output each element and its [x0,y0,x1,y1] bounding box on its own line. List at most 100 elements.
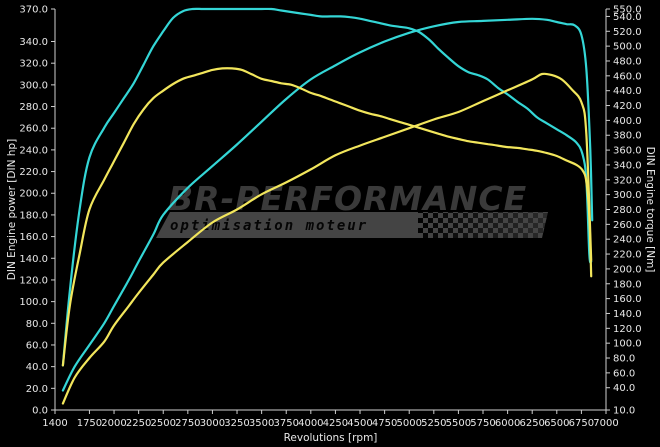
series-line-1 [61,7,593,367]
y-right-tick-label: 260.0 [613,220,642,231]
y-left-tick-label: 220.0 [19,167,48,178]
y-right-tick-label: 240.0 [613,235,642,246]
checker-square [458,208,463,213]
y-right-tick-label: 280.0 [613,205,642,216]
checker-square [518,218,523,223]
checker-square [528,208,533,213]
series-line-3 [61,67,593,367]
x-tick-label: 2250 [126,418,151,429]
x-tick-label: 3250 [224,418,249,429]
checker-square [463,233,468,238]
checker-square [528,228,533,233]
y-left-tick-label: 160.0 [19,232,48,243]
checker-square [498,218,503,223]
y-right-tick-label: 550.0 [613,5,642,16]
y-right-tick-label: 500.0 [613,42,642,53]
x-tick-label: 2000 [101,418,126,429]
y-right-tick-label: 60.0 [613,368,635,379]
y-right-tick-label: 380.0 [613,131,642,142]
checker-square [433,213,438,218]
y-right-tick-label: 440.0 [613,86,642,97]
watermark-title: BR-PERFORMANCE [168,179,527,218]
y-right-tick-label: 320.0 [613,175,642,186]
x-tick-label: 4750 [372,418,397,429]
x-axis-title: Revolutions [rpm] [284,432,378,444]
checker-square [498,228,503,233]
x-tick-label: 2750 [175,418,200,429]
checker-square [478,228,483,233]
y-right-tick-label: 540.0 [613,12,642,23]
x-tick-label: 4500 [347,418,372,429]
checker-square [478,208,483,213]
checker-square [423,233,428,238]
checker-square [428,218,433,223]
checker-square [478,218,483,223]
y-right-tick-label: 120.0 [613,324,642,335]
y-right-tick-label: 80.0 [613,354,635,365]
checker-square [483,223,488,228]
checker-square [533,213,538,218]
x-tick-label: 3500 [249,418,274,429]
x-tick-label: 2500 [151,418,176,429]
checker-square [523,213,528,218]
checker-square [503,233,508,238]
series-line-4 [61,72,593,405]
watermark-checker-flag [418,208,548,238]
x-tick-label: 6250 [519,418,544,429]
watermark-subtitle: optimisation moteur [170,218,368,234]
checker-square [493,233,498,238]
y-left-tick-label: 240.0 [19,145,48,156]
checker-square [508,208,513,213]
checker-square [453,233,458,238]
x-tick-label: 5750 [470,418,495,429]
y-left-tick-label: 0.0 [32,406,48,417]
checker-square [533,223,538,228]
y-axis-left-title: DIN Engine power [DIN hp] [6,139,18,280]
y-left-tick-label: 60.0 [26,340,48,351]
y-right-tick-label: 460.0 [613,71,642,82]
checker-square [493,213,498,218]
y-right-tick-label: 200.0 [613,264,642,275]
y-left-tick-label: 320.0 [19,59,48,70]
checker-square [543,213,548,218]
checker-square [488,218,493,223]
checker-square [508,218,513,223]
y-right-tick-label: 140.0 [613,309,642,320]
axes: 1400 1750 2000 2250 2500 2750 3000 3250 3500 3750… [19,5,641,430]
checker-square [418,228,423,233]
y-left-tick-label: 120.0 [19,275,48,286]
x-tick-label: 6750 [569,418,594,429]
checker-square [453,213,458,218]
x-tick-label: 3750 [273,418,298,429]
x-tick-label: 6000 [495,418,520,429]
y-left-tick-label: 260.0 [19,124,48,135]
checker-square [443,213,448,218]
checker-square [528,218,533,223]
checker-square [513,213,518,218]
checker-square [523,233,528,238]
checker-square [538,208,543,213]
checker-square [428,208,433,213]
checker-square [448,208,453,213]
checker-square [518,228,523,233]
checker-square [513,233,518,238]
checker-square [433,233,438,238]
y-right-tick-label: 10.0 [613,406,635,417]
checker-square [538,228,543,233]
checker-square [438,208,443,213]
checker-square [463,213,468,218]
series-line-2 [61,17,594,392]
checker-square [453,223,458,228]
y-right-tick-label: 40.0 [613,383,635,394]
x-tick-label: 5000 [396,418,421,429]
checker-square [538,218,543,223]
x-tick-label: 7000 [593,418,618,429]
checker-square [543,233,548,238]
checker-square [423,223,428,228]
y-right-tick-label: 340.0 [613,160,642,171]
checker-square [503,213,508,218]
y-right-tick-label: 360.0 [613,146,642,157]
checker-square [483,213,488,218]
y-right-tick-label: 160.0 [613,294,642,305]
